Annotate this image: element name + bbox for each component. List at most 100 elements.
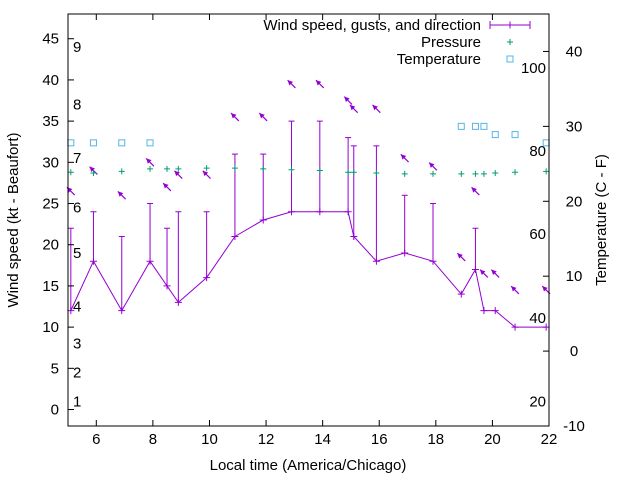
- x-tick-label: 8: [149, 431, 157, 448]
- pressure-point: [203, 165, 210, 172]
- fahrenheit-tick-label: 100: [521, 60, 546, 77]
- beaufort-tick-label: 3: [73, 336, 81, 353]
- y-tick-label: 30: [42, 154, 59, 171]
- temperature-point: [457, 122, 465, 130]
- beaufort-tick-label: 4: [73, 299, 81, 316]
- pressure-point: [231, 165, 238, 172]
- wind-direction-arrow: [258, 112, 268, 122]
- wind-direction-arrow: [428, 162, 438, 171]
- legend-wind-label: Wind speed, gusts, and direction: [263, 17, 481, 34]
- wind-direction-arrow: [315, 79, 325, 89]
- y-tick-label: 0: [51, 402, 59, 419]
- wind-speed-point: [259, 216, 267, 224]
- wind-speed-point: [118, 307, 126, 315]
- beaufort-tick-label: 8: [73, 97, 81, 114]
- wind-speed-point: [316, 208, 324, 216]
- wind-direction-arrow: [471, 186, 480, 196]
- pressure-point: [118, 168, 125, 175]
- wind-direction-arrow: [490, 269, 500, 278]
- wind-speed-point: [146, 257, 154, 265]
- wind-speed-point: [471, 265, 479, 273]
- wind-direction-arrow: [349, 104, 359, 114]
- pressure-point: [401, 170, 408, 177]
- y2-tick-label: 30: [566, 118, 583, 135]
- wind-speed-point: [429, 257, 437, 265]
- axes: 6 8 10 12 14 16 18 20 22051015202530354045-10010…: [42, 14, 585, 448]
- temperature-point: [67, 139, 75, 147]
- pressure-point: [345, 169, 352, 176]
- wind-direction-arrow: [287, 79, 296, 89]
- wind-direction-arrow: [202, 170, 211, 179]
- y2-axis-label: Temperature (C - F): [593, 154, 610, 286]
- temperature-point: [471, 122, 479, 130]
- wind-speed-point: [401, 249, 409, 257]
- pressure-point: [350, 169, 357, 176]
- wind-speed-point: [203, 274, 211, 282]
- temperature-point: [146, 139, 154, 147]
- wind-speed-point: [174, 298, 182, 306]
- beaufort-tick-label: 7: [73, 150, 81, 167]
- y2-tick-label: 40: [566, 43, 583, 60]
- temperature-point: [511, 131, 519, 139]
- wind-direction-arrow: [400, 153, 410, 163]
- wind-direction-arrow: [510, 285, 520, 295]
- wind-speed-point: [480, 307, 488, 315]
- y-tick-label: 45: [42, 31, 59, 48]
- legend-temperature-marker: [506, 55, 514, 63]
- legend-pressure-marker: [507, 39, 513, 45]
- beaufort-tick-label: 9: [73, 39, 81, 56]
- wind-speed-point: [344, 208, 352, 216]
- y-axis-label: Wind speed (kt - Beaufort): [5, 132, 22, 307]
- wind-speed-point: [231, 232, 239, 240]
- wind-speed-point: [89, 257, 97, 265]
- wind-direction-arrow: [372, 104, 381, 114]
- y-tick-label: 15: [42, 278, 59, 295]
- x-tick-label: 22: [541, 431, 558, 448]
- fahrenheit-tick-label: 60: [529, 226, 546, 243]
- pressure-point: [260, 165, 267, 172]
- pressure-point: [429, 170, 436, 177]
- beaufort-tick-label: 6: [73, 200, 81, 217]
- wind-direction-arrow: [343, 96, 353, 105]
- fahrenheit-tick-label: 80: [529, 143, 546, 160]
- pressure-point: [480, 170, 487, 177]
- pressure-point: [373, 170, 380, 177]
- y-tick-label: 20: [42, 237, 59, 254]
- y-tick-label: 35: [42, 113, 59, 130]
- pressure-point: [316, 167, 323, 174]
- x-tick-label: 18: [427, 431, 444, 448]
- temperature-point: [491, 131, 499, 139]
- wind-direction-arrow: [174, 170, 183, 179]
- pressure-point: [164, 165, 171, 172]
- wind-speed-point: [457, 290, 465, 298]
- y-tick-label: 10: [42, 319, 59, 336]
- wind-direction-arrow: [117, 190, 127, 200]
- legend: Wind speed, gusts, and direction Pressur…: [263, 17, 531, 68]
- y-tick-label: 5: [51, 360, 59, 377]
- wind-speed-point: [350, 232, 358, 240]
- wind-direction-arrow: [456, 252, 466, 262]
- wind-direction-arrow: [479, 269, 489, 278]
- pressure-point: [90, 170, 97, 177]
- pressure-point: [512, 169, 519, 176]
- pressure-point: [288, 166, 295, 173]
- wind-direction-arrow: [230, 112, 240, 122]
- pressure-point: [147, 165, 154, 172]
- x-tick-label: 16: [371, 431, 388, 448]
- wind-direction-arrow: [162, 182, 172, 192]
- y-tick-label: 40: [42, 72, 59, 89]
- wind-speed-point: [288, 208, 296, 216]
- x-axis-label: Local time (America/Chicago): [210, 457, 407, 474]
- plot-area: [66, 79, 551, 331]
- pressure-point: [472, 170, 479, 177]
- wind-speed-point: [163, 282, 171, 290]
- pressure-point: [492, 170, 499, 177]
- temperature-point: [480, 122, 488, 130]
- wind-speed-point: [511, 323, 519, 331]
- wind-direction-arrow: [145, 158, 155, 167]
- wind-speed-point: [372, 257, 380, 265]
- y2-tick-label: 20: [566, 193, 583, 210]
- temperature-point: [89, 139, 97, 147]
- x-tick-label: 6: [92, 431, 100, 448]
